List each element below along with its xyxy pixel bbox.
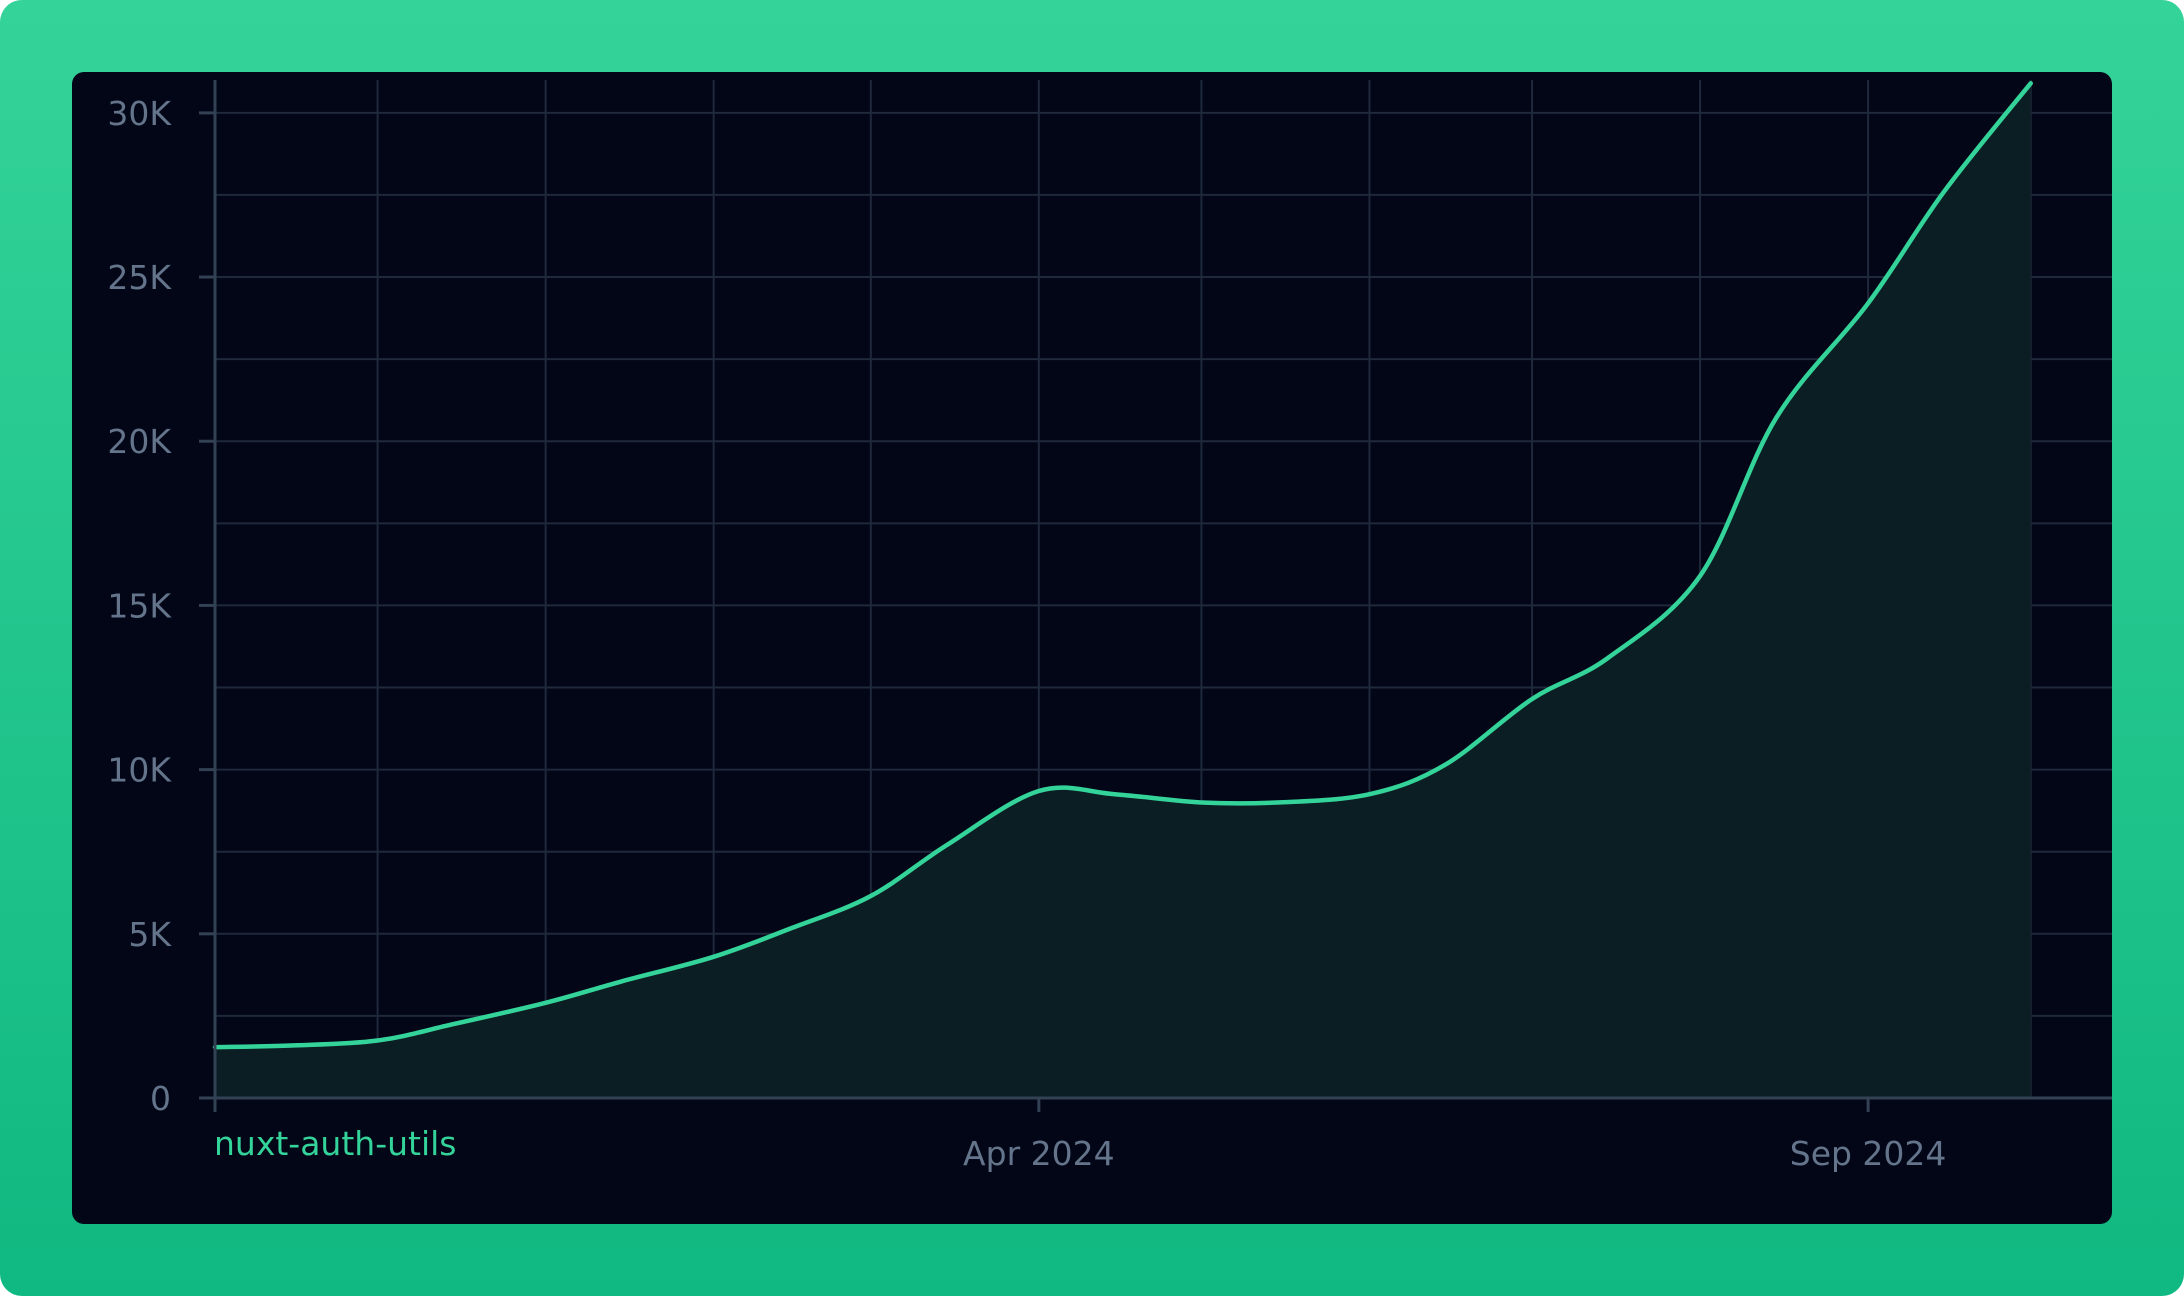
series-line	[212, 81, 2033, 1050]
axes	[213, 80, 2112, 1112]
y-tick-label: 30K	[107, 94, 172, 133]
area-chart: 0 5K 10K 15K 20K 25K 30K Apr 2024 Sep 2024	[107, 80, 2112, 1173]
y-axis-ticks: 0 5K 10K 15K 20K 25K 30K	[107, 94, 215, 1118]
x-tick-label: Sep 2024	[1790, 1134, 1947, 1173]
series-label: nuxt-auth-utils	[214, 1124, 457, 1163]
x-tick-label: Apr 2024	[963, 1134, 1115, 1173]
y-tick-label: 0	[150, 1079, 171, 1118]
series-area-fill	[215, 83, 2031, 1099]
y-tick-label: 5K	[128, 915, 172, 954]
y-tick-label: 25K	[107, 258, 172, 297]
y-tick-label: 15K	[107, 586, 172, 625]
series-area	[212, 81, 2033, 1099]
y-tick-label: 20K	[107, 422, 172, 461]
x-axis-ticks: Apr 2024 Sep 2024	[963, 1098, 1946, 1173]
y-tick-label: 10K	[107, 751, 172, 790]
chart-panel: 0 5K 10K 15K 20K 25K 30K Apr 2024 Sep 2024 nuxt…	[72, 72, 2112, 1224]
